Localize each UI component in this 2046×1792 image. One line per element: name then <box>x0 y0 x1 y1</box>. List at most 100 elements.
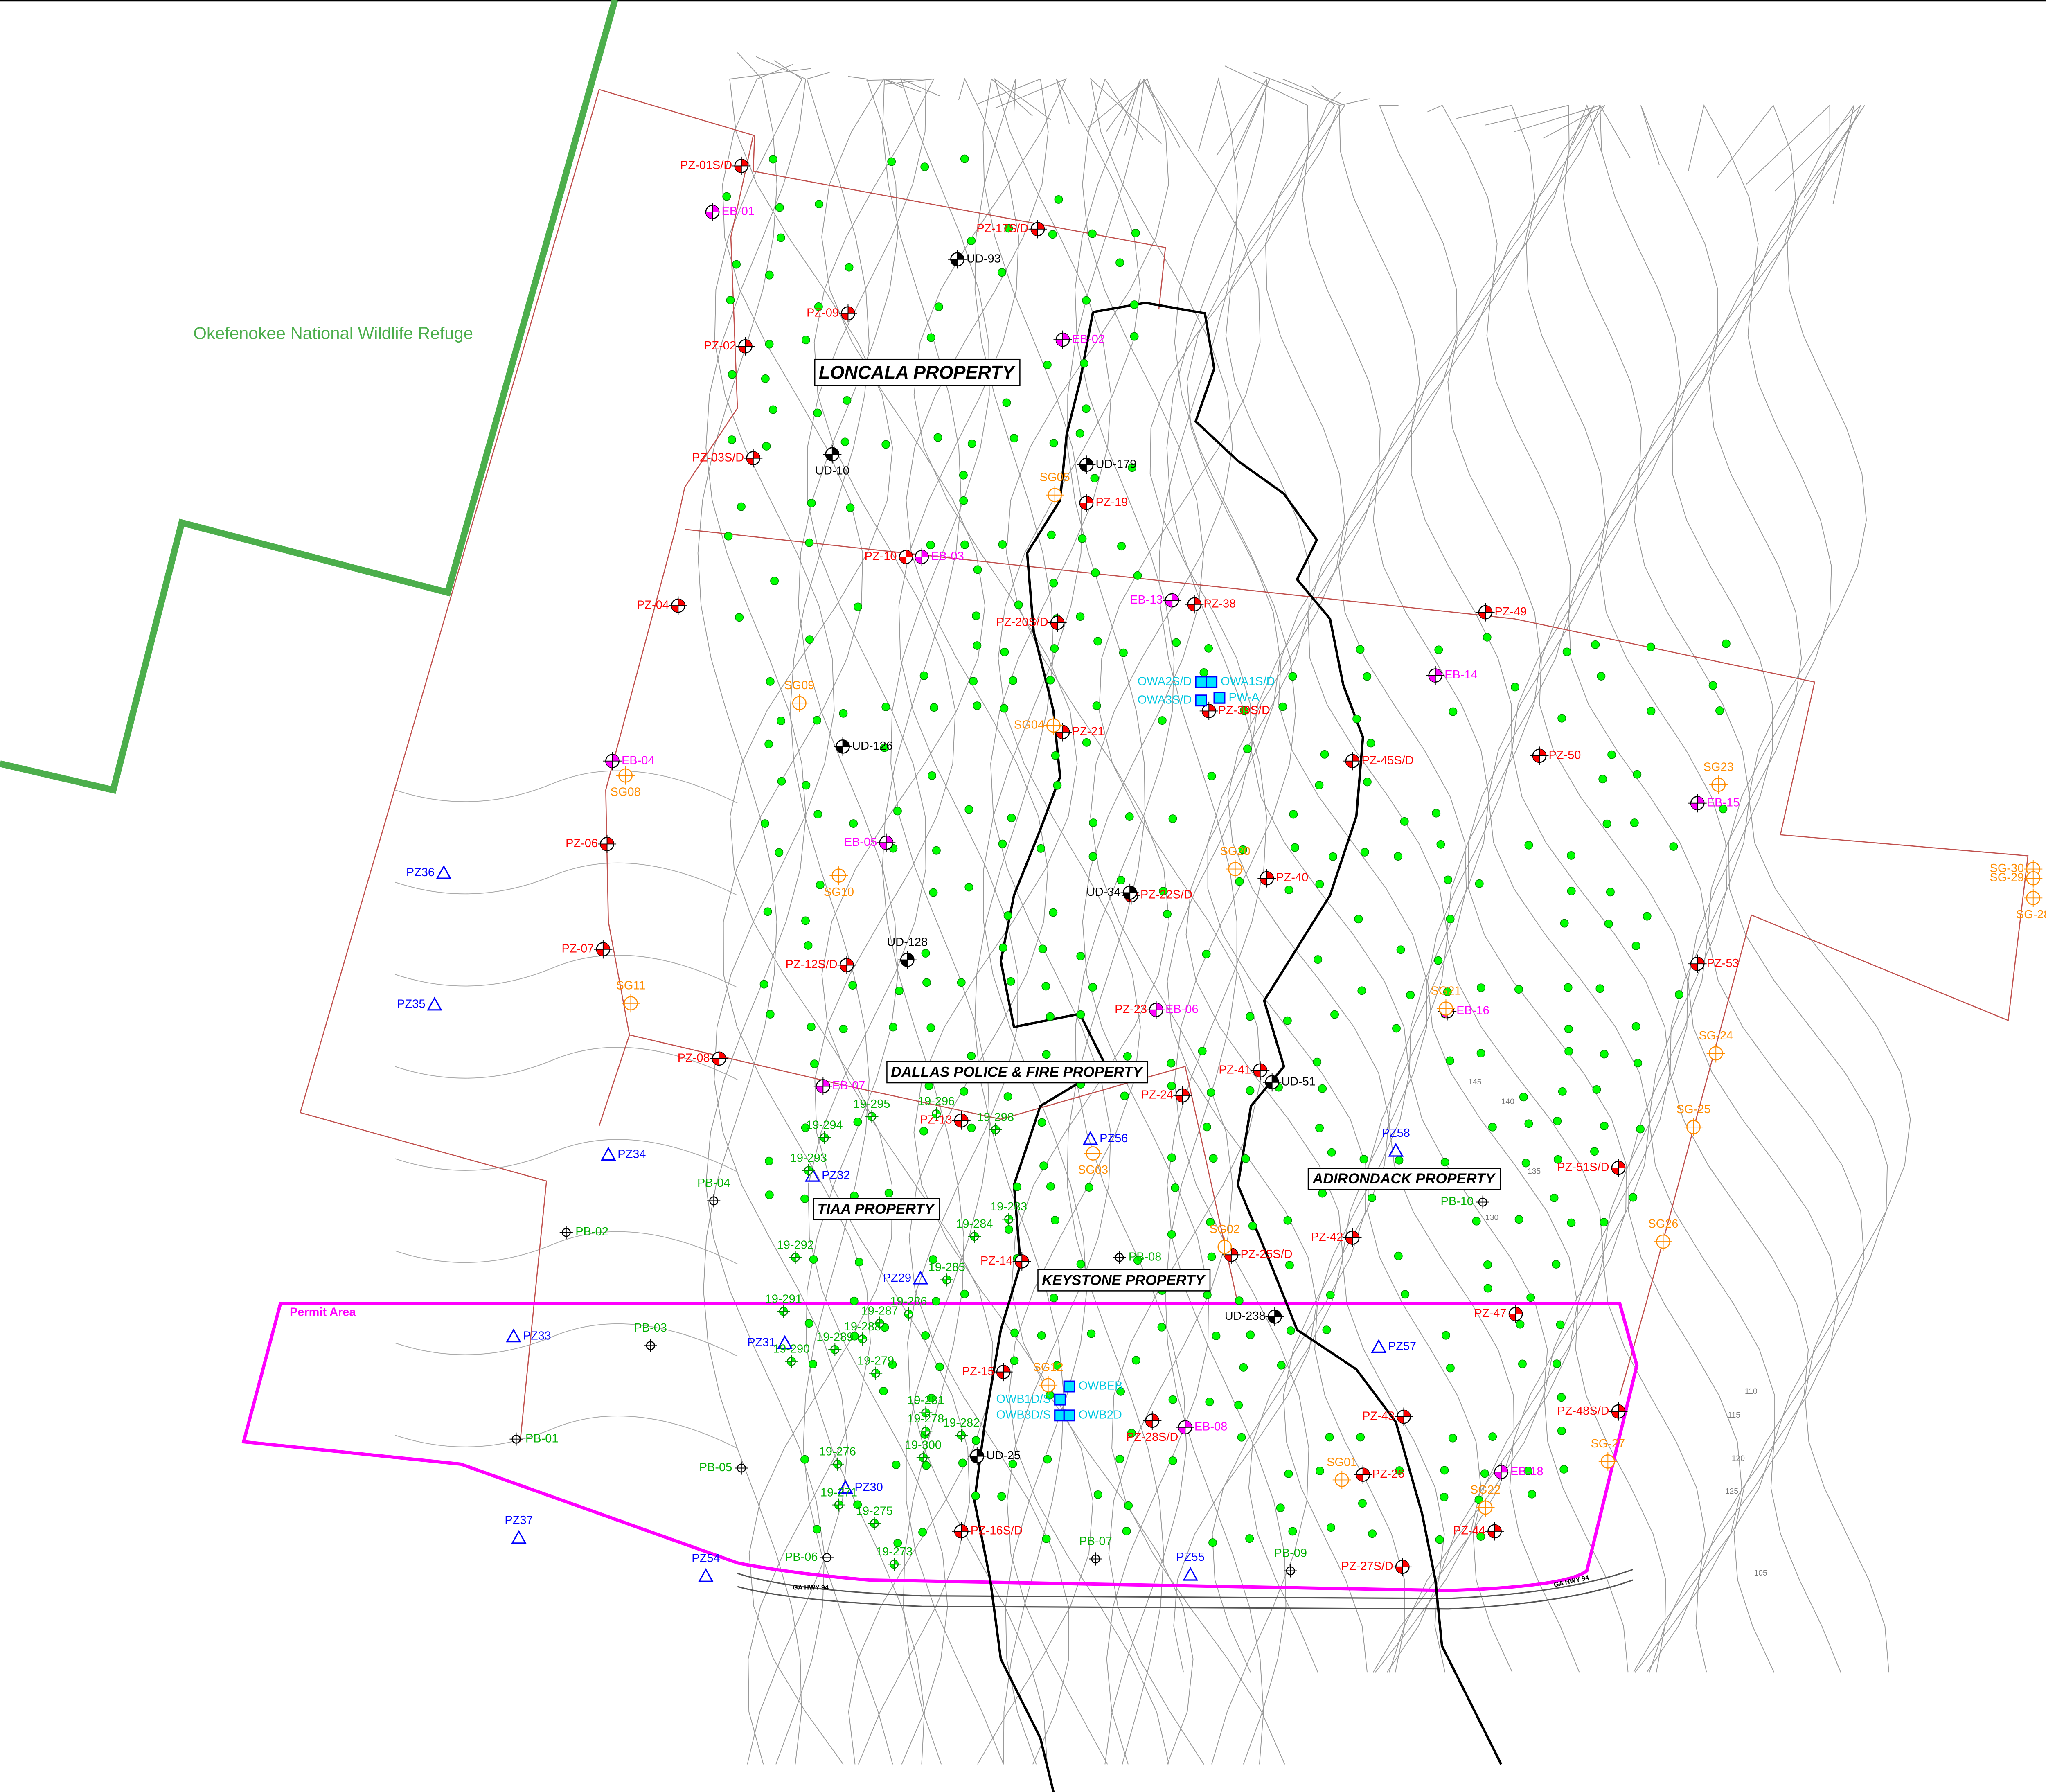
well-label: UD-238 <box>1225 1310 1266 1323</box>
contour-line <box>982 78 1087 1765</box>
monitoring-point <box>1315 880 1324 888</box>
contour-line <box>395 1047 738 1080</box>
monitoring-point <box>1130 300 1139 309</box>
monitoring-point <box>997 1492 1006 1501</box>
contour-line <box>714 60 848 1765</box>
monitoring-point <box>926 333 935 342</box>
monitoring-point <box>1171 1183 1180 1192</box>
monitoring-point <box>1559 1465 1568 1474</box>
monitoring-point <box>1363 672 1372 681</box>
monitoring-point <box>814 302 823 311</box>
monitoring-point <box>854 602 863 611</box>
well-marker <box>1147 1001 1166 1019</box>
monitoring-point <box>1207 1252 1216 1261</box>
well-label: EB-05 <box>844 836 877 849</box>
well-marker <box>929 1107 943 1121</box>
monitoring-point <box>1476 983 1485 992</box>
monitoring-point <box>1009 434 1018 443</box>
monitoring-point <box>1715 706 1724 715</box>
monitoring-point <box>922 978 931 987</box>
monitoring-point <box>1002 398 1011 407</box>
well-label: EB-08 <box>1194 1420 1227 1433</box>
well-marker <box>1173 1086 1192 1105</box>
road-label: GA HWY 94 <box>793 1584 829 1591</box>
well-label: SG05 <box>1040 471 1070 484</box>
monitoring-point <box>1037 1331 1046 1340</box>
property-label: ADIRONDACK PROPERTY <box>1312 1171 1496 1187</box>
well-marker <box>952 1111 971 1130</box>
monitoring-point <box>1392 1024 1401 1033</box>
monitoring-point <box>1352 715 1361 724</box>
monitoring-point <box>1000 647 1009 656</box>
well-marker <box>828 1343 842 1357</box>
monitoring-point <box>1049 439 1058 448</box>
monitoring-point <box>935 1362 944 1371</box>
well-label: 19-296 <box>918 1095 955 1108</box>
well-marker <box>1393 1558 1412 1576</box>
monitoring-point <box>960 1087 969 1096</box>
well-marker <box>732 156 751 175</box>
contour-line <box>898 78 1048 1765</box>
contour-line <box>1090 78 1233 1765</box>
monitoring-point <box>1564 1025 1573 1033</box>
monitoring-point <box>1088 852 1097 861</box>
monitoring-point <box>726 296 735 305</box>
monitoring-point <box>1488 1123 1497 1132</box>
monitoring-point <box>1516 1320 1525 1329</box>
well-label: PZ-14 <box>980 1254 1013 1267</box>
monitoring-point <box>1008 1460 1017 1468</box>
monitoring-point <box>1049 579 1058 588</box>
contour-label: 110 <box>1745 1387 1758 1396</box>
monitoring-point <box>1368 1529 1377 1538</box>
monitoring-point <box>1076 1260 1085 1269</box>
well-marker <box>1054 1393 1066 1406</box>
well-marker <box>940 1273 953 1287</box>
monitoring-point <box>1446 915 1455 924</box>
well-marker <box>838 304 857 323</box>
monitoring-point <box>1316 1467 1324 1476</box>
monitoring-point <box>1049 1294 1058 1303</box>
monitoring-point <box>728 370 737 379</box>
well-label: PZ-28S/D <box>1126 1431 1178 1444</box>
well-marker <box>1044 716 1063 735</box>
monitoring-point <box>1042 1534 1051 1543</box>
refuge-label: Okefenokee National Wildlife Refuge <box>193 323 473 343</box>
monitoring-point <box>1528 1490 1537 1499</box>
monitoring-point <box>1483 1260 1492 1269</box>
monitoring-point <box>1636 1125 1645 1134</box>
well-marker <box>1476 603 1495 622</box>
monitoring-point <box>1366 739 1375 748</box>
well-marker <box>1476 1195 1489 1209</box>
monitoring-point <box>1285 1261 1294 1270</box>
monitoring-point <box>1003 1092 1012 1101</box>
well-label: SG01 <box>1327 1456 1357 1469</box>
well-marker <box>777 1335 793 1349</box>
monitoring-point <box>1519 1093 1528 1102</box>
monitoring-point <box>1048 230 1057 239</box>
monitoring-point <box>1052 1361 1061 1370</box>
property-label: DALLAS POLICE & FIRE PROPERTY <box>891 1064 1144 1080</box>
well-marker <box>1394 1407 1413 1426</box>
monitoring-point <box>1406 990 1415 999</box>
monitoring-point <box>768 155 777 164</box>
monitoring-point <box>1444 875 1453 884</box>
contour-line <box>1599 104 1776 1673</box>
monitoring-point <box>810 1059 819 1068</box>
well-marker <box>1113 1251 1126 1264</box>
monitoring-point <box>801 916 810 925</box>
well-marker <box>1530 746 1549 765</box>
well-marker <box>1002 1213 1016 1226</box>
well-label: PZ-15 <box>962 1365 994 1378</box>
monitoring-point <box>1088 983 1097 992</box>
monitoring-point <box>1567 851 1575 860</box>
monitoring-point <box>1157 1323 1166 1332</box>
well-label: PZ-48S/D <box>1557 1404 1609 1418</box>
well-label: PB-08 <box>1129 1250 1161 1263</box>
well-marker <box>707 1194 721 1208</box>
well-marker <box>559 1226 573 1239</box>
well-marker <box>888 1558 901 1571</box>
well-marker <box>1063 1409 1075 1422</box>
well-marker <box>1206 676 1218 688</box>
well-label: EB-18 <box>1510 1465 1543 1478</box>
well-marker <box>789 1251 802 1264</box>
